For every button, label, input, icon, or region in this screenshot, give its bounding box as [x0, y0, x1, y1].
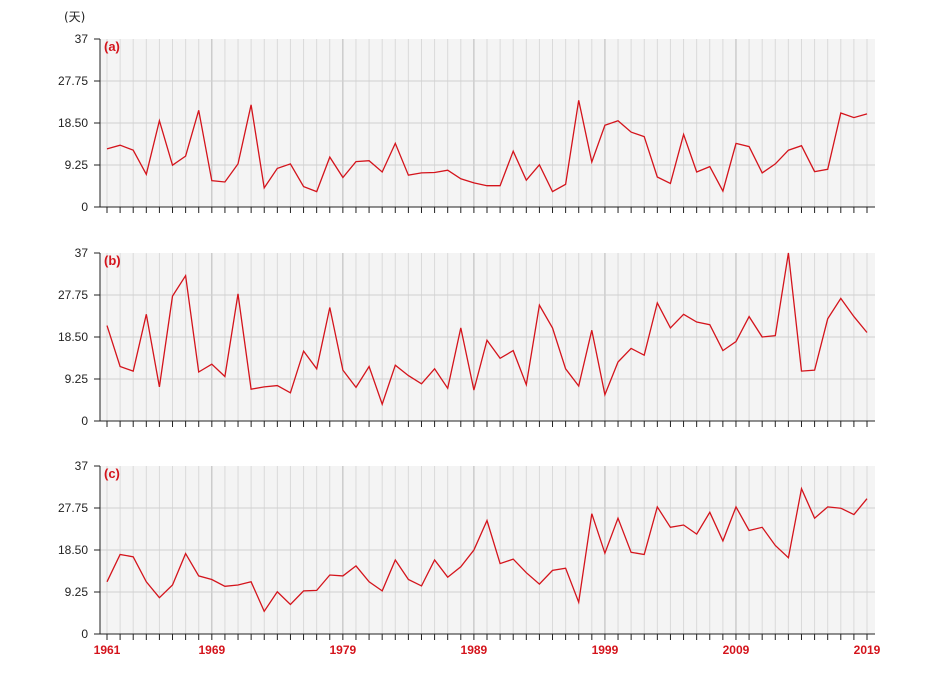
y-tick-label: 37 [75, 246, 89, 260]
panel-2: 0 9.25 18.50 27.75 37 (c) [58, 459, 875, 641]
panels: 0 9.25 18.50 27.75 37 (a) 0 9.25 18.50 27.75 37 (b)… [58, 32, 875, 641]
panel-label: (b) [104, 253, 121, 268]
y-tick-label: 27.75 [58, 288, 88, 302]
y-tick-label: 0 [81, 414, 88, 428]
panel-label: (c) [104, 466, 120, 481]
y-tick-label: 18.50 [58, 543, 88, 557]
series-line [106, 100, 868, 193]
panel-0: 0 9.25 18.50 27.75 37 (a) [58, 32, 875, 214]
y-tick-label: 0 [81, 200, 88, 214]
y-tick-label: 37 [75, 459, 89, 473]
panel-label: (a) [104, 39, 120, 54]
x-tick-label: 2019 [854, 643, 881, 657]
x-tick-label: 1969 [198, 643, 225, 657]
x-tick-label: 1979 [330, 643, 357, 657]
x-tick-label: 1989 [461, 643, 488, 657]
x-tick-label: 1999 [592, 643, 619, 657]
y-tick-label: 37 [75, 32, 89, 46]
x-axis: 1961 1969 1979 1989 1999 2009 2019 [94, 643, 881, 657]
x-tick-label: 1961 [94, 643, 121, 657]
y-tick-label: 18.50 [58, 116, 88, 130]
y-tick-label: 0 [81, 627, 88, 641]
y-unit-label: (天) [64, 10, 85, 24]
series-line [106, 252, 868, 407]
y-tick-label: 9.25 [65, 585, 89, 599]
y-tick-label: 9.25 [65, 372, 89, 386]
y-tick-label: 9.25 [65, 158, 89, 172]
y-tick-label: 18.50 [58, 330, 88, 344]
x-tick-label: 2009 [723, 643, 750, 657]
y-tick-label: 27.75 [58, 74, 88, 88]
y-tick-label: 27.75 [58, 501, 88, 515]
panel-1: 0 9.25 18.50 27.75 37 (b) [58, 246, 875, 428]
series-line [106, 486, 868, 613]
